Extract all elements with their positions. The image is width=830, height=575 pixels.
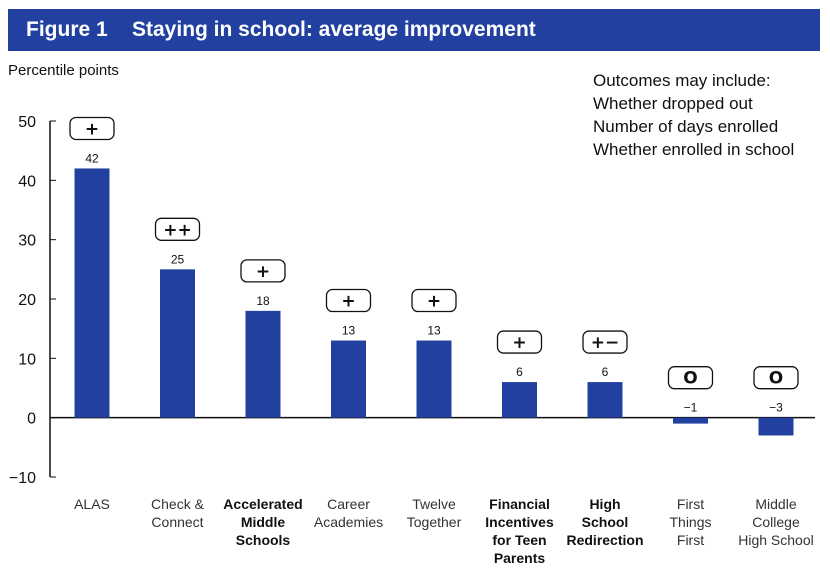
effect-rating-badge <box>240 259 286 283</box>
category-label: Twelve Together <box>407 496 462 530</box>
bar-value-label: 6 <box>602 365 609 379</box>
bar <box>331 340 366 418</box>
effect-rating-badge <box>325 288 372 313</box>
outcomes-note: Outcomes may include: Whether dropped ou… <box>593 69 794 161</box>
figure-label: Figure 1 <box>26 18 108 41</box>
bar <box>160 269 195 418</box>
category-label: ALAS <box>74 496 110 512</box>
effect-rating-badge <box>69 116 115 141</box>
effect-rating-symbol: + <box>256 262 270 282</box>
bar <box>74 168 110 418</box>
category-label: Career Academies <box>314 496 383 530</box>
category-label: Financial Incentives for Teen Parents <box>485 496 554 566</box>
effect-rating-symbol: ++ <box>163 220 192 240</box>
category-label: High School Redirection <box>566 496 643 548</box>
y-tick-label: 50 <box>18 114 36 131</box>
y-tick-label: 0 <box>27 411 36 428</box>
category-label: Middle College High School <box>738 496 814 548</box>
figure-header: Figure 1 Staying in school: average impr… <box>8 9 820 51</box>
effect-rating-badge <box>411 288 457 313</box>
y-tick-label: 40 <box>18 173 36 190</box>
bar <box>416 340 452 418</box>
effect-rating-symbol: O <box>769 369 783 389</box>
effect-rating-symbol: + <box>512 333 526 353</box>
figure-title: Staying in school: average improvement <box>132 18 536 41</box>
bar-value-label: 13 <box>427 324 441 338</box>
effect-rating-badge <box>496 330 543 354</box>
bar-value-label: −1 <box>684 401 698 415</box>
category-label: First Things First <box>669 496 711 548</box>
effect-rating-symbol: +− <box>591 333 620 353</box>
category-label: Check & Connect <box>151 496 205 530</box>
category-label: Accelerated Middle Schools <box>223 496 302 548</box>
y-axis-label: Percentile points <box>8 62 119 79</box>
bar-value-label: 18 <box>256 294 270 308</box>
outcome-item: Whether enrolled in school <box>593 140 795 159</box>
bar <box>245 310 281 418</box>
effect-rating-symbol: O <box>683 369 697 389</box>
y-tick-label: 20 <box>18 292 36 309</box>
bar-value-label: 25 <box>171 252 185 266</box>
effect-rating-badge <box>667 366 714 390</box>
effect-rating-symbol: + <box>341 292 355 312</box>
effect-rating-badge <box>753 366 799 390</box>
bar-value-label: 42 <box>85 151 99 165</box>
y-tick-label: 30 <box>18 233 36 250</box>
outcome-item: Number of days enrolled <box>593 117 779 136</box>
y-tick-label: −10 <box>9 470 36 487</box>
effect-rating-symbol: + <box>427 292 441 312</box>
bar <box>502 382 537 418</box>
bar-value-label: 13 <box>342 324 356 338</box>
effect-rating-badge <box>582 330 628 354</box>
bar-value-label: 6 <box>516 365 523 379</box>
effect-rating-symbol: + <box>85 119 99 139</box>
y-tick-label: 10 <box>18 351 36 368</box>
bar-value-label: −3 <box>769 401 783 415</box>
outcomes-heading: Outcomes may include: <box>593 71 771 90</box>
bar <box>587 382 623 418</box>
outcome-item: Whether dropped out <box>593 94 753 113</box>
bar <box>758 417 794 436</box>
bar <box>673 417 708 424</box>
effect-rating-badge <box>154 217 201 241</box>
